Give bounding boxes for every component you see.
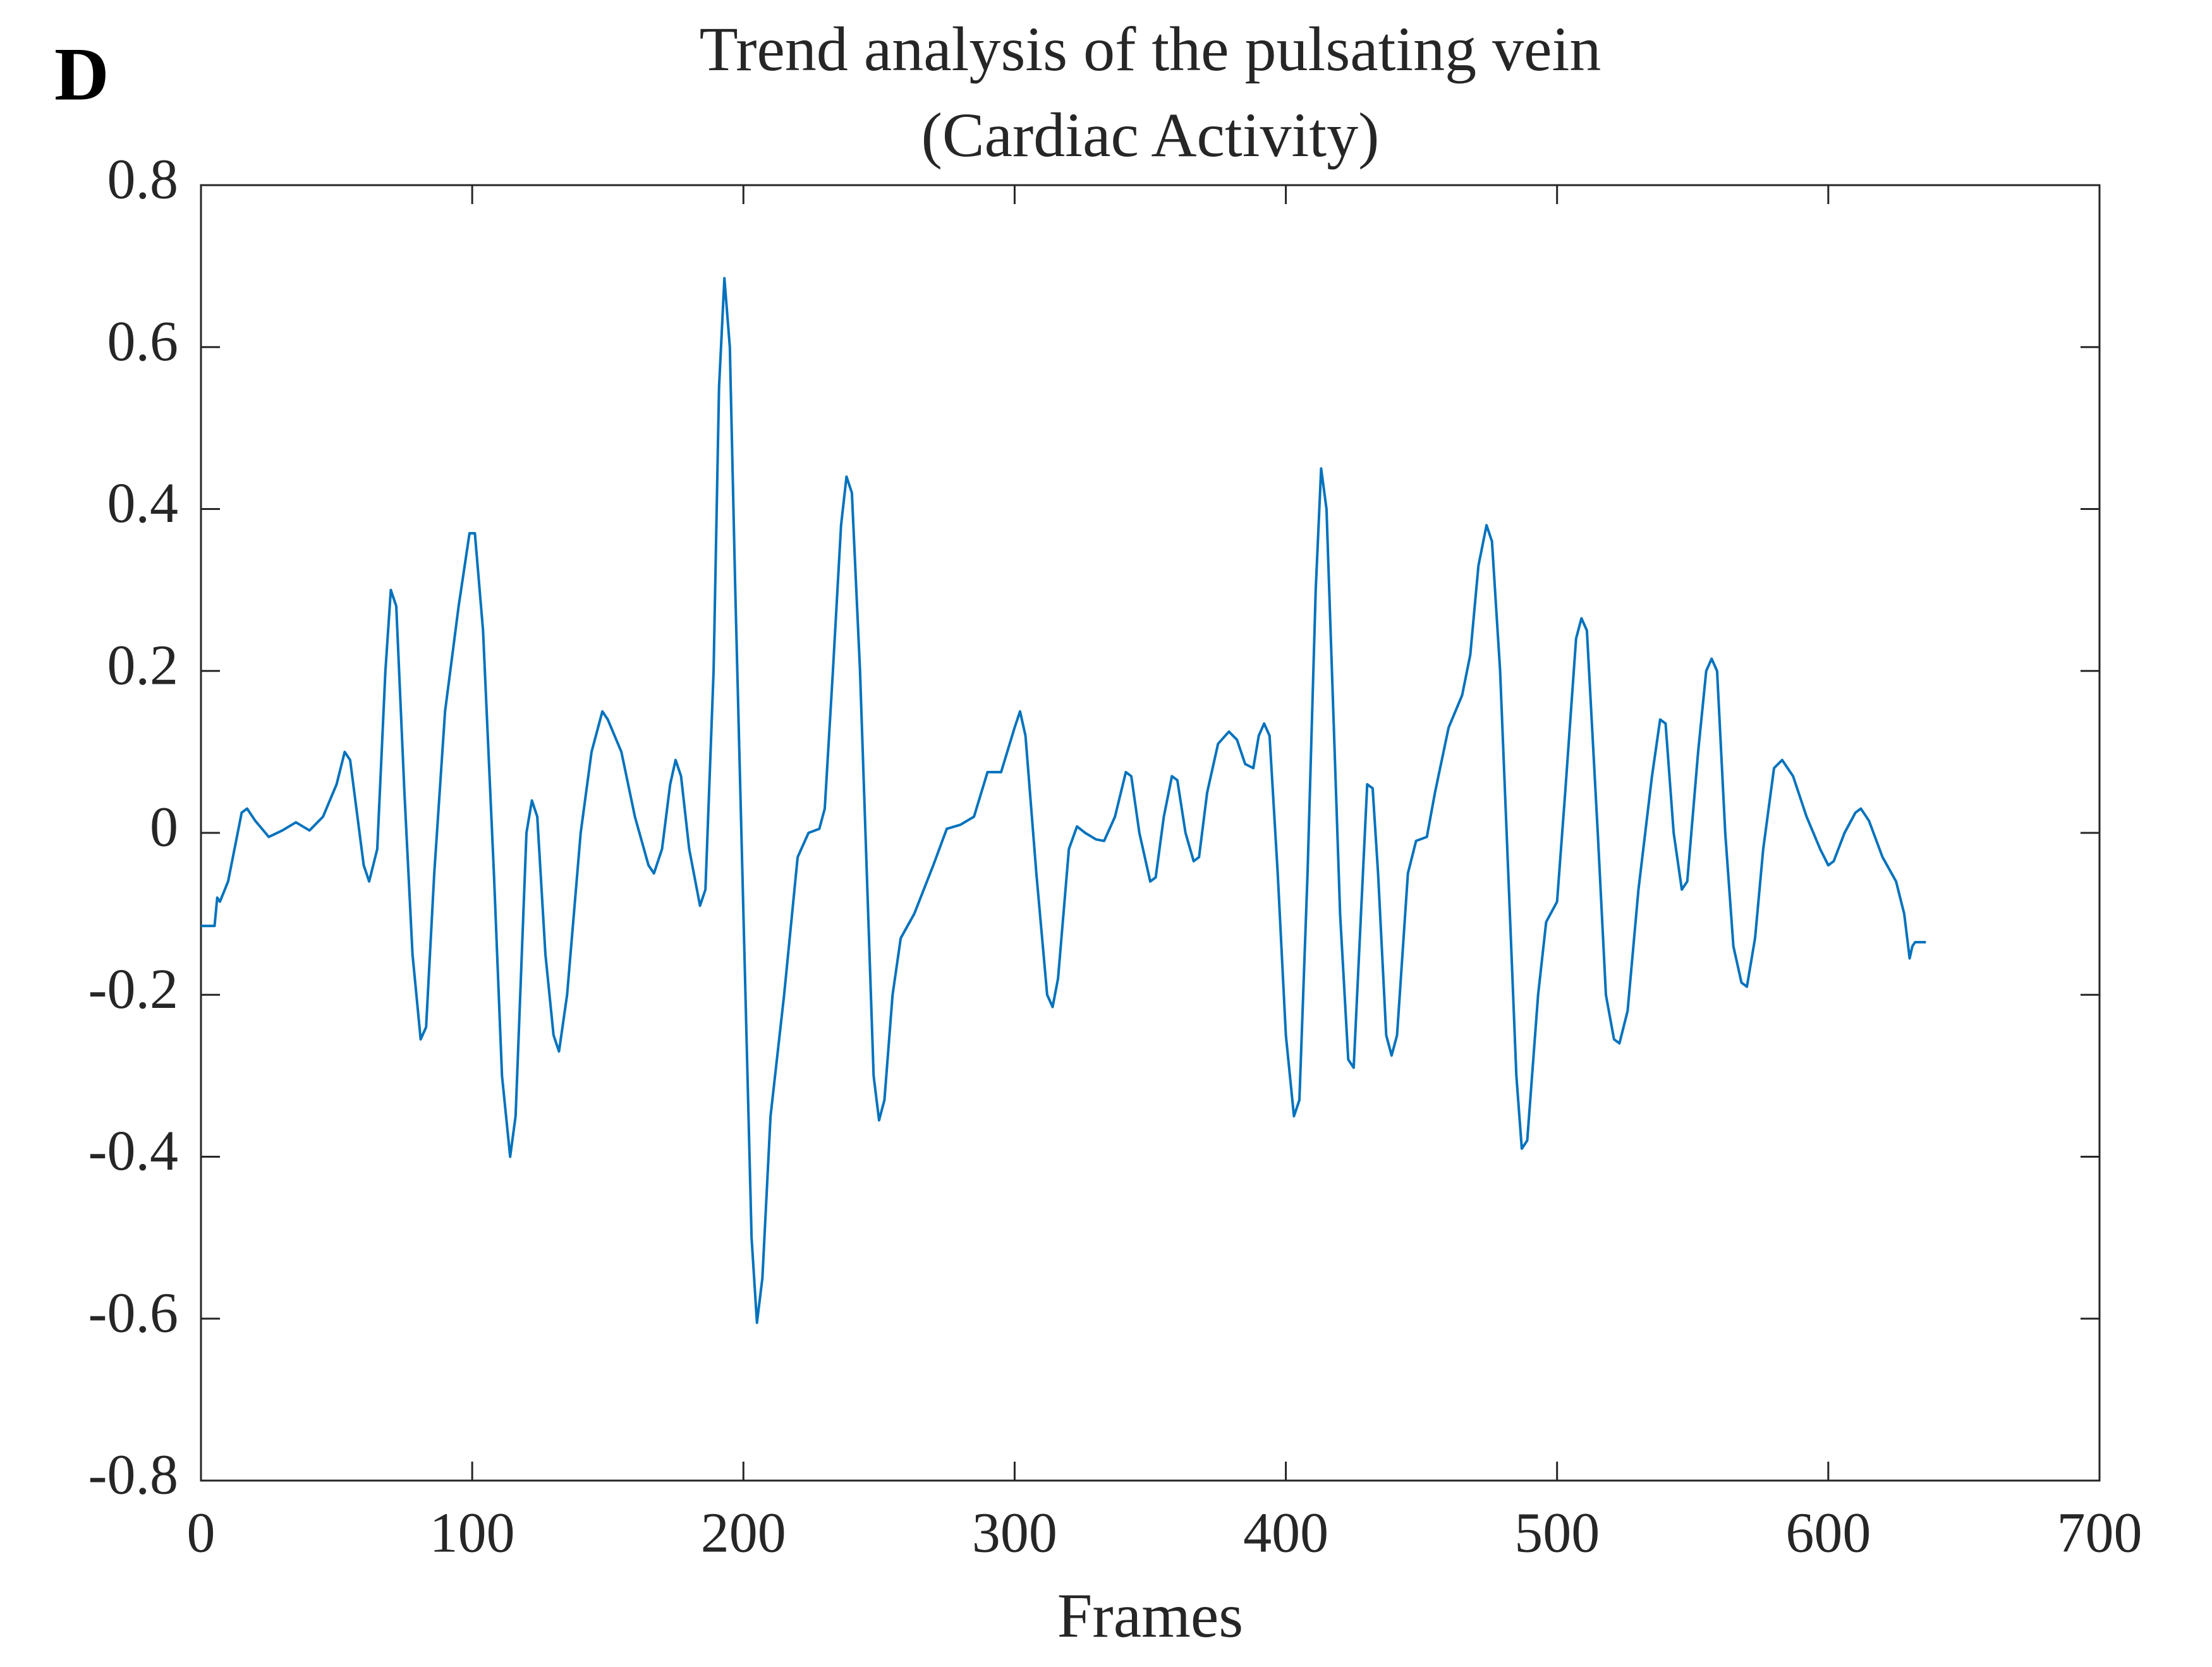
x-tick-label: 400 bbox=[1243, 1502, 1328, 1565]
x-tick-label: 200 bbox=[701, 1502, 786, 1565]
x-tick-label: 100 bbox=[430, 1502, 515, 1565]
x-axis-label: Frames bbox=[1057, 1580, 1243, 1651]
data-line bbox=[201, 277, 1926, 1325]
x-tick-label: 700 bbox=[2057, 1502, 2142, 1565]
y-tick-label: -0.8 bbox=[88, 1444, 178, 1506]
y-tick-label: -0.2 bbox=[88, 958, 178, 1021]
y-tick-label: 0.4 bbox=[107, 472, 179, 535]
panel-label: D bbox=[54, 32, 109, 116]
y-tick-label: 0.6 bbox=[107, 310, 179, 373]
y-tick-label: -0.6 bbox=[88, 1282, 178, 1344]
chart-title: (Cardiac Activity) bbox=[921, 100, 1380, 170]
x-tick-label: 500 bbox=[1514, 1502, 1600, 1565]
y-tick-label: 0.8 bbox=[107, 149, 179, 211]
x-tick-label: 300 bbox=[972, 1502, 1057, 1565]
chart-title: Trend analysis of the pulsating vein bbox=[700, 14, 1601, 84]
y-tick-label: 0.2 bbox=[107, 634, 179, 696]
y-tick-label: 0 bbox=[150, 796, 178, 859]
y-tick-label: -0.4 bbox=[88, 1120, 178, 1182]
x-tick-label: 0 bbox=[187, 1502, 216, 1565]
x-tick-label: 600 bbox=[1785, 1502, 1871, 1565]
